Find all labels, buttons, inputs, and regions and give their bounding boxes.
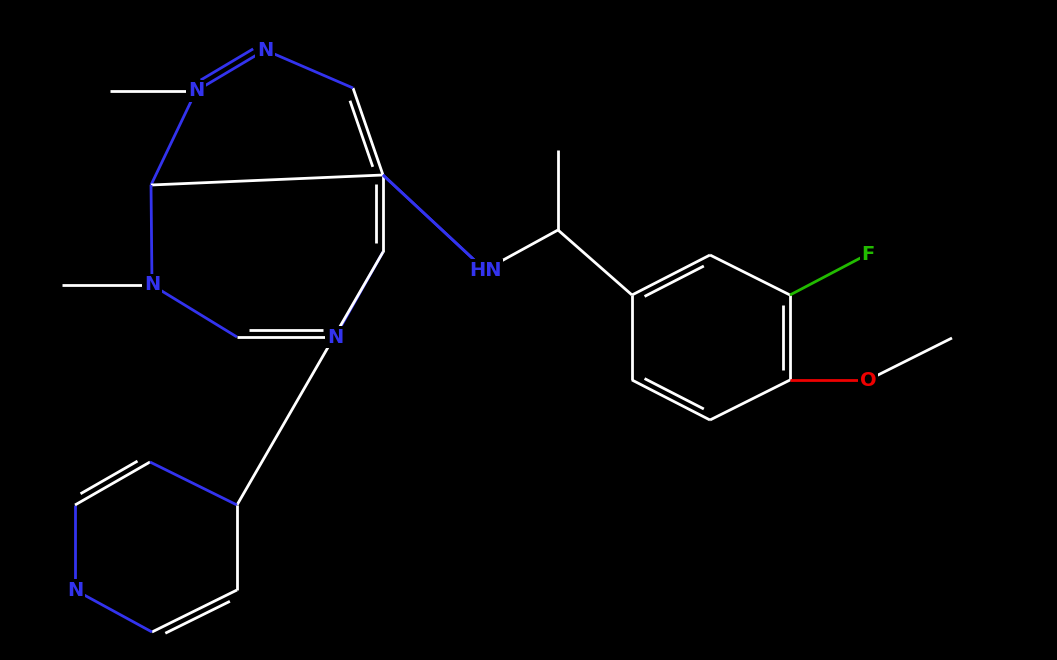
Text: HN: HN [468, 261, 501, 279]
Text: O: O [859, 370, 876, 389]
Text: N: N [67, 581, 84, 599]
Text: N: N [144, 275, 160, 294]
Text: N: N [257, 40, 273, 59]
Text: N: N [188, 81, 204, 100]
Text: F: F [861, 244, 874, 263]
Text: N: N [327, 327, 344, 347]
